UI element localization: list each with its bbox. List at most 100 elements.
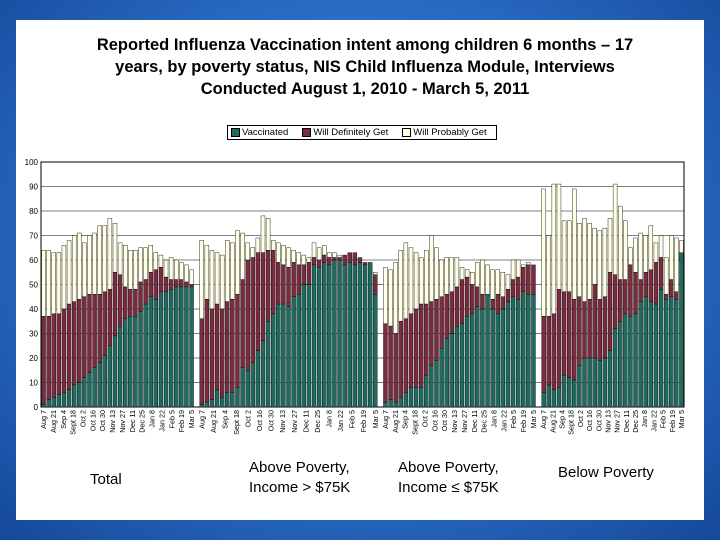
bar-definitely-g0-1 [46,316,51,400]
bar-probably-g2-19 [480,259,485,295]
bar-probably-g0-9 [87,235,92,295]
bar-vaccinated-g2-10 [434,360,439,408]
bar-definitely-g0-0 [41,316,46,405]
bar-probably-g2-11 [439,259,444,297]
bar-definitely-g0-11 [97,294,102,364]
bar-probably-g1-7 [235,230,240,295]
bar-vaccinated-g2-9 [429,365,434,408]
bar-definitely-g3-22 [653,262,659,305]
bar-probably-g0-3 [56,252,62,315]
bar-probably-g3-1 [546,235,551,317]
bar-vaccinated-g2-27 [521,291,526,408]
x-tick-label-g3-9: Dec 11 [622,410,631,432]
bar-probably-g1-13 [265,218,271,251]
bar-vaccinated-g1-31 [357,262,363,408]
bar-probably-g3-6 [572,188,577,300]
chart-title: Reported Influenza Vaccination intent am… [96,36,634,98]
bar-vaccinated-g0-3 [56,394,62,408]
bar-definitely-g2-26 [515,276,521,300]
bar-probably-g0-14 [112,223,118,273]
bar-vaccinated-g0-18 [133,316,138,408]
bar-vaccinated-g0-7 [77,382,82,408]
bar-vaccinated-g0-0 [41,404,46,408]
group-label-above-75k-or-less-line1: Above Poverty, [398,459,499,476]
bar-vaccinated-g3-24 [663,298,669,408]
bar-vaccinated-g3-13 [607,350,613,408]
bar-probably-g1-6 [230,242,235,300]
bar-probably-g2-27 [521,264,526,268]
x-tick-label-g3-13: Feb 5 [659,410,668,428]
x-tick-label-g3-0: Aug 7 [539,410,548,429]
bar-probably-g2-24 [505,274,511,290]
bar-vaccinated-g3-25 [669,296,674,408]
bar-vaccinated-g3-17 [628,316,633,408]
x-tick-label-g0-5: Oct 16 [88,410,97,431]
legend-label-vaccinated: Vaccinated [242,127,289,138]
x-tick-label-g0-3: Sept 18 [69,410,78,435]
bar-probably-g2-28 [526,262,531,266]
x-tick-label-g0-11: Jan 8 [148,410,157,428]
bar-vaccinated-g0-9 [87,372,92,408]
bar-definitely-g1-18 [291,262,296,297]
bar-probably-g0-23 [158,254,164,268]
bar-probably-g1-1 [204,245,210,300]
bar-probably-g1-20 [301,254,307,266]
bar-vaccinated-g3-9 [587,357,592,408]
bar-definitely-g2-2 [393,333,398,403]
x-tick-label-g0-12: Jan 22 [157,410,166,432]
bar-definitely-g2-7 [418,303,424,388]
bar-vaccinated-g0-16 [123,318,128,408]
x-tick-label-g3-14: Feb 19 [668,410,677,432]
bar-definitely-g1-12 [260,252,266,342]
bar-probably-g0-21 [148,245,153,273]
bar-probably-g0-26 [174,259,179,280]
bar-probably-g2-5 [408,247,414,315]
bar-definitely-g3-26 [674,291,679,300]
bar-vaccinated-g2-13 [449,333,454,408]
bar-probably-g1-19 [296,252,301,266]
bar-vaccinated-g1-12 [260,340,266,408]
bar-definitely-g2-23 [500,296,506,310]
bar-vaccinated-g1-26 [332,259,337,408]
bar-vaccinated-g0-22 [153,298,159,408]
bar-vaccinated-g1-28 [342,264,347,408]
bar-definitely-g1-15 [276,262,281,305]
legend-label-probably: Will Probably Get [413,127,487,138]
bar-probably-g1-16 [281,245,286,266]
x-tick-label-g1-2: Sep 4 [220,410,229,429]
x-tick-label-g0-9: Dec 11 [128,410,137,432]
x-tick-label-g3-8: Nov 27 [613,410,622,433]
bar-definitely-g2-18 [475,286,480,307]
bar-vaccinated-g3-1 [546,384,551,408]
group-label-below-poverty-line1: Below Poverty [558,464,654,481]
bar-probably-g3-7 [577,223,582,297]
bar-definitely-g0-24 [163,276,169,293]
bar-definitely-g2-11 [439,296,444,349]
bar-probably-g2-26 [515,259,521,278]
bar-definitely-g3-18 [633,272,638,315]
bar-definitely-g1-26 [332,257,337,261]
bar-probably-g1-8 [240,232,245,280]
bar-probably-g1-27 [337,254,342,258]
bar-probably-g3-25 [669,235,674,280]
bar-probably-g3-19 [638,232,643,280]
y-tick-label-30: 30 [29,330,38,339]
x-tick-label-g2-1: Aug 21 [391,410,400,433]
bar-vaccinated-g3-3 [556,387,562,408]
bar-vaccinated-g2-29 [531,294,536,408]
bar-definitely-g2-5 [408,313,414,388]
bar-vaccinated-g2-8 [424,374,429,408]
bar-probably-g0-2 [51,252,56,315]
bar-probably-g3-9 [587,223,592,300]
bar-probably-g2-21 [490,269,495,300]
bar-vaccinated-g2-3 [398,396,403,408]
bar-vaccinated-g1-19 [296,294,301,408]
bar-definitely-g2-14 [454,286,460,327]
y-tick-label-70: 70 [29,232,38,241]
bar-probably-g2-10 [434,247,439,300]
bar-probably-g1-18 [291,249,296,263]
bar-vaccinated-g3-10 [592,357,597,408]
bar-definitely-g1-7 [235,294,240,388]
bar-vaccinated-g3-8 [582,357,587,408]
bar-definitely-g0-5 [66,303,72,391]
